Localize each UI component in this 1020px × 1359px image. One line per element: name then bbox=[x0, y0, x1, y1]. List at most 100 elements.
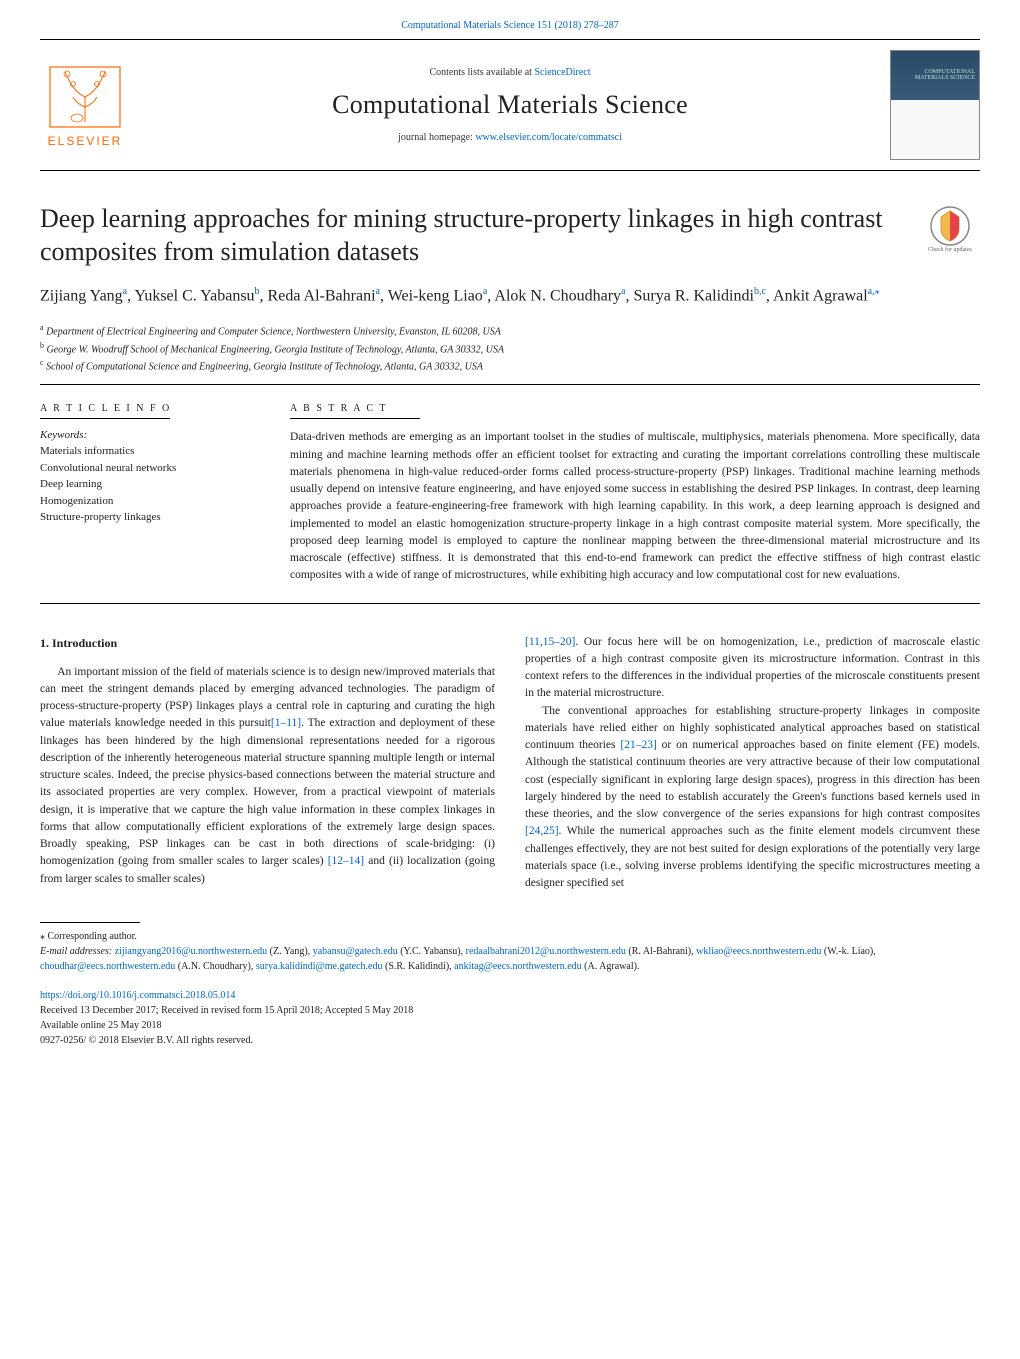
intro-heading: 1. Introduction bbox=[40, 634, 495, 652]
email-who: (W.-k. Liao) bbox=[824, 946, 873, 957]
keyword: Structure-property linkages bbox=[40, 509, 260, 526]
sciencedirect-link[interactable]: ScienceDirect bbox=[534, 67, 590, 78]
author: Wei-keng Liao bbox=[388, 287, 483, 304]
footer-rule bbox=[40, 922, 140, 923]
corr-label: ⁎ Corresponding author. bbox=[40, 931, 137, 942]
article-info-heading: A R T I C L E I N F O bbox=[40, 403, 260, 414]
journal-cover-thumb: COMPUTATIONAL MATERIALS SCIENCE bbox=[890, 50, 980, 160]
doi-link[interactable]: https://doi.org/10.1016/j.commatsci.2018… bbox=[40, 990, 235, 1001]
footer: ⁎ Corresponding author. E-mail addresses… bbox=[40, 922, 980, 1048]
homepage-prefix: journal homepage: bbox=[398, 132, 475, 143]
author: Surya R. Kalidindi bbox=[634, 287, 754, 304]
abstract-col: A B S T R A C T Data-driven methods are … bbox=[290, 403, 980, 584]
affiliation: c School of Computational Science and En… bbox=[40, 357, 980, 374]
history-line: Received 13 December 2017; Received in r… bbox=[40, 1005, 413, 1016]
abstract-heading: A B S T R A C T bbox=[290, 403, 980, 414]
header-rule-bottom bbox=[40, 170, 980, 171]
doi-block: https://doi.org/10.1016/j.commatsci.2018… bbox=[40, 988, 980, 1048]
ref-link-12-14[interactable]: [12–14] bbox=[328, 855, 364, 867]
body-col-right: [11,15–20]. Our focus here will be on ho… bbox=[525, 634, 980, 893]
intro-para-1: An important mission of the field of mat… bbox=[40, 664, 495, 888]
emails-line: E-mail addresses: zijiangyang2016@u.nort… bbox=[40, 944, 980, 974]
header-rule-top bbox=[40, 39, 980, 40]
contents-line: Contents lists available at ScienceDirec… bbox=[130, 67, 890, 78]
email-who: (A. Agrawal) bbox=[584, 961, 637, 972]
journal-name: Computational Materials Science bbox=[130, 90, 890, 120]
check-updates-label: Check for updates bbox=[928, 247, 972, 253]
ref-link-11-20[interactable]: [11,15–20] bbox=[525, 636, 575, 648]
section-rule-1 bbox=[40, 384, 980, 385]
check-updates-badge[interactable]: Check for updates bbox=[920, 205, 980, 265]
author: Yuksel C. Yabansu bbox=[135, 287, 255, 304]
intro-col2-text-1: . Our focus here will be on homogenizati… bbox=[525, 636, 980, 700]
keyword: Deep learning bbox=[40, 476, 260, 493]
ref-link-21-23[interactable]: [21–23] bbox=[620, 739, 656, 751]
article-info-rule bbox=[40, 418, 170, 419]
email-who: (Z. Yang) bbox=[270, 946, 308, 957]
intro-text-2: . The extraction and deployment of these… bbox=[40, 717, 495, 867]
author-aff: a bbox=[483, 286, 487, 297]
cover-caption: COMPUTATIONAL MATERIALS SCIENCE bbox=[895, 69, 975, 82]
intro-para-1-cont: [11,15–20]. Our focus here will be on ho… bbox=[525, 634, 980, 703]
check-updates-icon bbox=[929, 205, 971, 247]
author: Reda Al-Bahrani bbox=[268, 287, 376, 304]
author-aff: b bbox=[255, 286, 260, 297]
journal-homepage: journal homepage: www.elsevier.com/locat… bbox=[130, 132, 890, 143]
email-link[interactable]: wkliao@eecs.northwestern.edu bbox=[696, 946, 821, 957]
elsevier-label: ELSEVIER bbox=[48, 134, 123, 148]
section-rule-2 bbox=[40, 603, 980, 604]
author: Alok N. Choudhary bbox=[494, 287, 621, 304]
abstract-rule bbox=[290, 418, 420, 419]
article-title: Deep learning approaches for mining stru… bbox=[40, 203, 900, 268]
keyword: Materials informatics bbox=[40, 443, 260, 460]
abstract-text: Data-driven methods are emerging as an i… bbox=[290, 429, 980, 584]
keyword: Homogenization bbox=[40, 493, 260, 510]
author-aff: a,⁎ bbox=[868, 286, 880, 297]
keywords-list: Materials informaticsConvolutional neura… bbox=[40, 443, 260, 526]
author-aff: a bbox=[123, 286, 127, 297]
email-who: (Y.C. Yabansu) bbox=[400, 946, 460, 957]
keyword: Convolutional neural networks bbox=[40, 460, 260, 477]
affiliation: a Department of Electrical Engineering a… bbox=[40, 322, 980, 339]
body-columns: 1. Introduction An important mission of … bbox=[40, 634, 980, 893]
header-center: Contents lists available at ScienceDirec… bbox=[130, 67, 890, 143]
homepage-link[interactable]: www.elsevier.com/locate/commatsci bbox=[475, 132, 622, 143]
author: Ankit Agrawal bbox=[773, 287, 868, 304]
article-info-col: A R T I C L E I N F O Keywords: Material… bbox=[40, 403, 260, 584]
author-aff: a bbox=[621, 286, 625, 297]
elsevier-logo: ELSEVIER bbox=[40, 55, 130, 155]
elsevier-tree-icon bbox=[45, 62, 125, 132]
author-aff: a bbox=[376, 286, 380, 297]
ref-link-24-25[interactable]: [24,25] bbox=[525, 825, 559, 837]
email-link[interactable]: ankitag@eecs.northwestern.edu bbox=[454, 961, 582, 972]
available-line: Available online 25 May 2018 bbox=[40, 1020, 161, 1031]
intro-para-2: The conventional approaches for establis… bbox=[525, 703, 980, 893]
journal-ref-link[interactable]: Computational Materials Science 151 (201… bbox=[401, 20, 618, 31]
journal-ref: Computational Materials Science 151 (201… bbox=[40, 20, 980, 31]
intro-col2-text-3: or on numerical approaches based on fini… bbox=[525, 739, 980, 820]
corresponding-author: ⁎ Corresponding author. bbox=[40, 929, 980, 944]
emails-label: E-mail addresses: bbox=[40, 946, 115, 957]
author: Zijiang Yang bbox=[40, 287, 123, 304]
email-link[interactable]: choudhar@eecs.northwestern.edu bbox=[40, 961, 175, 972]
author-aff: b,c bbox=[754, 286, 766, 297]
email-link[interactable]: surya.kalidindi@me.gatech.edu bbox=[256, 961, 383, 972]
authors: Zijiang Yanga, Yuksel C. Yabansub, Reda … bbox=[40, 284, 980, 308]
journal-header: ELSEVIER Contents lists available at Sci… bbox=[40, 42, 980, 168]
info-abstract-row: A R T I C L E I N F O Keywords: Material… bbox=[40, 403, 980, 584]
email-link[interactable]: yabansu@gatech.edu bbox=[313, 946, 398, 957]
keywords-label: Keywords: bbox=[40, 429, 260, 441]
affiliations: a Department of Electrical Engineering a… bbox=[40, 322, 980, 374]
email-who: (A.N. Choudhary) bbox=[178, 961, 251, 972]
title-row: Deep learning approaches for mining stru… bbox=[40, 173, 980, 284]
body-col-left: 1. Introduction An important mission of … bbox=[40, 634, 495, 893]
contents-prefix: Contents lists available at bbox=[429, 67, 534, 78]
email-link[interactable]: redaalbahrani2012@u.northwestern.edu bbox=[466, 946, 626, 957]
email-who: (S.R. Kalidindi) bbox=[385, 961, 449, 972]
affiliation: b George W. Woodruff School of Mechanica… bbox=[40, 340, 980, 357]
ref-link-1-11[interactable]: [1–11] bbox=[271, 717, 301, 729]
email-who: (R. Al-Bahrani) bbox=[628, 946, 691, 957]
email-link[interactable]: zijiangyang2016@u.northwestern.edu bbox=[115, 946, 268, 957]
intro-col2-text-4: . While the numerical approaches such as… bbox=[525, 825, 980, 889]
copyright-line: 0927-0256/ © 2018 Elsevier B.V. All righ… bbox=[40, 1035, 253, 1046]
